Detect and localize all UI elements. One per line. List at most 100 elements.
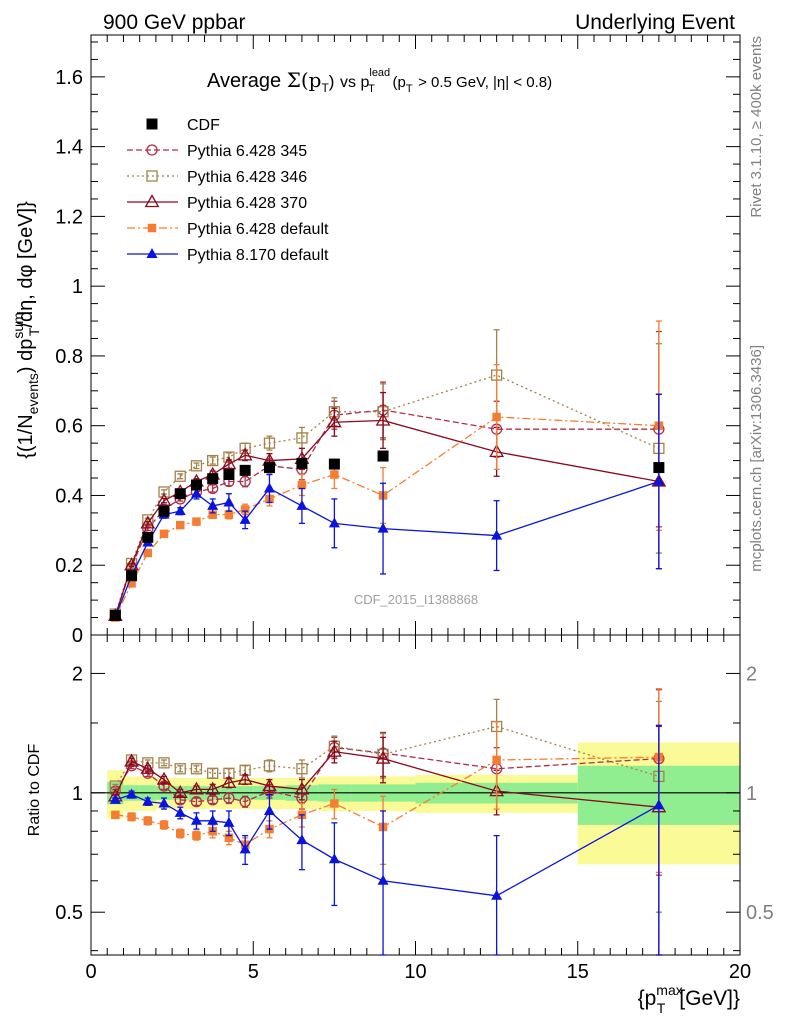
marker-square-open: [158, 486, 170, 498]
main-ytick-label-left: 0.4: [55, 485, 83, 507]
main-ylabel: {(1/Nevents) dpsumT/dη, dφ [GeV]}: [10, 201, 42, 459]
marker-triangle-open: [172, 785, 188, 798]
ratio-series: [107, 688, 667, 956]
main-ytick-label-left: 1.4: [55, 137, 83, 159]
main-ytick-label-left: 0.6: [55, 416, 83, 438]
legend-label: Pythia 6.428 345: [187, 143, 307, 160]
series-cdf: [109, 450, 665, 621]
marker-triangle-open: [221, 456, 237, 470]
marker-square-filled: [297, 480, 307, 490]
ratio-ytick-label-left: 0.5: [55, 902, 83, 924]
legend-label: Pythia 6.428 346: [187, 169, 307, 186]
ratio-ytick-label-right: 2: [746, 663, 757, 685]
marker-data: [223, 469, 235, 481]
x-tick-label: 10: [404, 961, 426, 983]
marker-data: [158, 505, 170, 517]
legend-entry-cdf: CDF: [146, 117, 220, 134]
marker-triangle-filled: [377, 522, 389, 533]
series-line: [114, 409, 659, 617]
marker-square-filled: [224, 510, 234, 519]
marker-data: [126, 570, 138, 582]
legend-entry-p6def: Pythia 6.428 default: [127, 221, 329, 238]
series-line: [114, 416, 659, 618]
marker-circle-open: [239, 475, 251, 488]
legend-entry-p345: Pythia 6.428 345: [127, 143, 307, 160]
marker-triangle-open: [156, 492, 172, 506]
legend-entry-p370: Pythia 6.428 370: [127, 194, 307, 212]
marker-data: [207, 473, 219, 485]
ratio-ytick-label-right: 1: [746, 783, 757, 805]
series-p8def: [109, 393, 665, 621]
series-line: [114, 374, 660, 615]
marker-triangle-filled: [174, 505, 186, 516]
marker-square-filled: [127, 812, 136, 822]
marker-square-filled: [127, 579, 136, 588]
marker-square-open: [158, 757, 170, 769]
marker-square-filled: [240, 505, 250, 514]
ratio-ytick-label-left: 2: [72, 663, 83, 685]
marker-triangle-filled: [174, 806, 186, 817]
rivet-label: Rivet 3.1.10, ≥ 400k events: [748, 36, 765, 218]
marker-triangle-filled: [491, 529, 503, 540]
marker-triangle-open: [262, 778, 277, 792]
marker-square-filled: [175, 520, 185, 530]
marker-data: [653, 462, 665, 474]
marker-triangle-filled: [328, 853, 340, 864]
analysis-watermark: CDF_2015_I1388868: [354, 592, 478, 607]
marker-triangle-filled: [158, 797, 170, 808]
marker-triangle-open: [375, 750, 391, 764]
mcplots-label: mcplots.cern.ch [arXiv:1306.3436]: [748, 345, 765, 572]
marker-triangle-filled: [223, 496, 235, 507]
marker-square-open: [174, 470, 186, 482]
marker-triangle-filled: [146, 248, 158, 258]
marker-triangle-filled: [653, 475, 665, 486]
marker-square-open: [263, 760, 276, 772]
marker-triangle-filled: [491, 889, 503, 900]
marker-square-filled: [159, 820, 169, 830]
marker-square-filled: [330, 799, 339, 808]
main-ytick-label-left: 0: [72, 625, 83, 647]
series-p345: [109, 330, 665, 622]
marker-square-open: [190, 763, 203, 775]
marker-square-filled: [192, 517, 201, 526]
marker-square-filled: [159, 529, 169, 539]
main-ytick-label-left: 1.2: [55, 206, 83, 228]
marker-square-open: [263, 437, 276, 449]
x-tick-label: 15: [567, 961, 589, 983]
marker-triangle-open: [327, 743, 342, 757]
marker-triangle-open: [140, 760, 156, 774]
legend-label: Pythia 8.170 default: [187, 247, 329, 264]
marker-triangle-filled: [296, 834, 308, 845]
marker-triangle-open: [221, 774, 237, 788]
marker-square-filled: [208, 510, 217, 519]
marker-square-open: [207, 454, 219, 467]
marker-square-open: [296, 763, 308, 775]
marker-square-open: [174, 763, 186, 775]
x-tick-label: 20: [729, 961, 751, 983]
marker-square-filled: [175, 829, 185, 838]
marker-data: [239, 464, 251, 476]
marker-triangle-filled: [377, 874, 389, 885]
ratio-series-line: [114, 725, 660, 787]
marker-triangle-filled: [328, 517, 340, 528]
marker-square-filled: [143, 548, 153, 558]
marker-square-filled: [492, 755, 501, 765]
marker-triangle-open: [205, 781, 221, 795]
marker-triangle-filled: [296, 499, 308, 510]
marker-circle-open: [223, 792, 235, 804]
marker-triangle-filled: [142, 795, 154, 806]
marker-square-open: [146, 170, 158, 182]
marker-square-filled: [330, 470, 339, 479]
marker-triangle-open: [156, 771, 172, 785]
main-ytick-label-left: 1: [72, 276, 83, 298]
marker-triangle-filled: [653, 799, 665, 810]
main-plot-frame: 0 0.2 0.4 0.6 0.8 1 1.2 1.4 1.6: [55, 34, 741, 647]
x-tick-label: 0: [85, 961, 96, 983]
plot-title: Average Σ(pT) vs plead T (pT > 0.5 GeV, |…: [207, 67, 552, 97]
series-p6def: [111, 320, 664, 622]
marker-square-filled: [143, 816, 153, 826]
main-ytick-label-left: 1.6: [55, 67, 83, 89]
legend-entry-p8def: Pythia 8.170 default: [127, 247, 329, 264]
marker-triangle-filled: [126, 788, 138, 799]
